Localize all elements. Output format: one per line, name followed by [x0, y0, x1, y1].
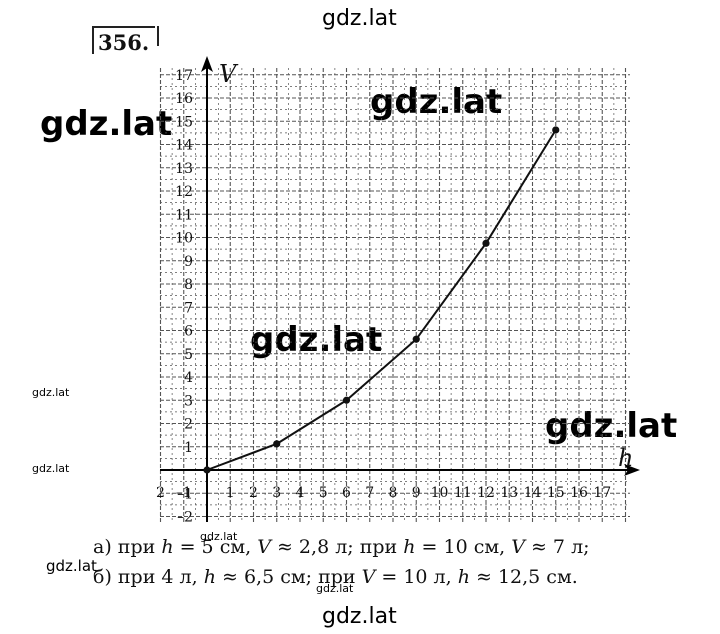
data-point	[552, 126, 560, 134]
answer-b-var2: V	[361, 566, 376, 588]
x-tick-label: 2	[156, 485, 165, 501]
y-tick-label: 16	[175, 91, 193, 107]
watermark-small-b: gdz.lat	[32, 462, 70, 475]
answer-b-part3: = 10 л,	[375, 566, 458, 588]
y-tick-label: 6	[184, 324, 193, 340]
x-tick-label: 17	[593, 485, 611, 501]
data-point	[342, 396, 351, 404]
x-axis-arrow	[624, 464, 640, 476]
answer-b-prefix: б) при 4 л,	[93, 566, 204, 588]
series-line	[206, 129, 557, 471]
x-tick-label: 10	[431, 485, 449, 501]
y-tick-label: 9	[184, 254, 193, 270]
y-tick-label: 14	[175, 138, 193, 154]
watermark-bottom-left: gdz.lat	[46, 557, 97, 575]
x-tick-label: 7	[365, 485, 374, 501]
answer-a-var3: h	[403, 536, 416, 558]
watermark-top: gdz.lat	[322, 6, 397, 31]
x-tick-label: 15	[547, 485, 565, 501]
x-tick-label: 9	[412, 485, 421, 501]
y-tick-label: 8	[184, 277, 193, 293]
y-tick-label: 5	[184, 347, 193, 363]
x-tick-label: 5	[319, 485, 328, 501]
x-tick-label: 13	[500, 485, 518, 501]
watermark-small-d: gdz.lat	[316, 582, 354, 595]
y-tick-label-negative: –1	[177, 486, 193, 502]
y-axis-arrow	[201, 56, 213, 72]
problem-number-bracket	[157, 26, 159, 46]
answer-b-var3: h	[457, 566, 470, 588]
y-tick-label: 17	[175, 68, 193, 84]
answer-a-part5: ≈ 7 л;	[524, 536, 590, 558]
y-tick-label: 15	[175, 114, 193, 130]
axes	[160, 56, 640, 522]
y-tick-label: 10	[175, 231, 193, 247]
y-tick-label: 2	[184, 417, 193, 433]
answer-line-b: б) при 4 л, h ≈ 6,5 см; при V = 10 л, h …	[93, 566, 578, 588]
data-point	[203, 466, 211, 474]
x-tick-label: 4	[296, 485, 305, 501]
watermark-small-c: gdz.lat	[200, 530, 238, 543]
tick-labels: hV2 –1 1 2 3 4 5 6 7 8 9 10 11 12 13 14 15 16 171234567891…	[156, 60, 633, 526]
data-point	[412, 335, 420, 343]
x-tick-label: 2	[249, 485, 258, 501]
y-tick-label-negative: –2	[177, 510, 193, 526]
data-point	[482, 239, 490, 247]
y-axis-label: V	[219, 60, 239, 88]
x-tick-label: 3	[272, 485, 281, 501]
series	[203, 126, 560, 474]
grid	[159, 68, 630, 522]
watermark-upper-right: gdz.lat	[370, 82, 503, 122]
answer-a-var2: V	[257, 536, 271, 558]
y-tick-label: 13	[175, 161, 193, 177]
x-tick-label: 8	[389, 485, 398, 501]
x-tick-label: 1	[226, 485, 235, 501]
answer-b-part4: ≈ 12,5 см.	[469, 566, 578, 588]
x-tick-label: 14	[524, 485, 542, 501]
problem-number: 356.	[92, 26, 156, 55]
answer-a-var4: V	[511, 536, 525, 558]
answer-a-part3: ≈ 2,8 л; при	[270, 536, 404, 558]
y-tick-label: 3	[184, 393, 193, 409]
x-tick-label: 6	[342, 485, 351, 501]
answer-b-part2: ≈ 6,5 см; при	[215, 566, 362, 588]
answer-a-part4: = 10 см,	[415, 536, 512, 558]
y-tick-label: 7	[184, 300, 193, 316]
y-tick-label: 4	[184, 370, 193, 386]
y-tick-label: 1	[184, 440, 193, 456]
x-tick-label: 16	[570, 485, 588, 501]
x-tick-label: 12	[477, 485, 495, 501]
watermark-small-a: gdz.lat	[32, 386, 70, 399]
watermark-left: gdz.lat	[40, 104, 173, 144]
x-tick-label: 11	[454, 485, 472, 501]
answer-a-var1: h	[161, 536, 174, 558]
answer-a-part2: = 5 см,	[173, 536, 258, 558]
x-axis-label: h	[618, 444, 633, 472]
y-tick-label: 11	[175, 207, 193, 223]
y-tick-label: 12	[175, 184, 193, 200]
watermark-bottom: gdz.lat	[322, 604, 397, 629]
answer-a-prefix: а) при	[93, 536, 162, 558]
answer-line-a: а) при h = 5 см, V ≈ 2,8 л; при h = 10 с…	[93, 536, 590, 558]
answer-b-var1: h	[203, 566, 216, 588]
data-point	[273, 440, 281, 448]
x-tick-label: –1	[176, 485, 192, 501]
